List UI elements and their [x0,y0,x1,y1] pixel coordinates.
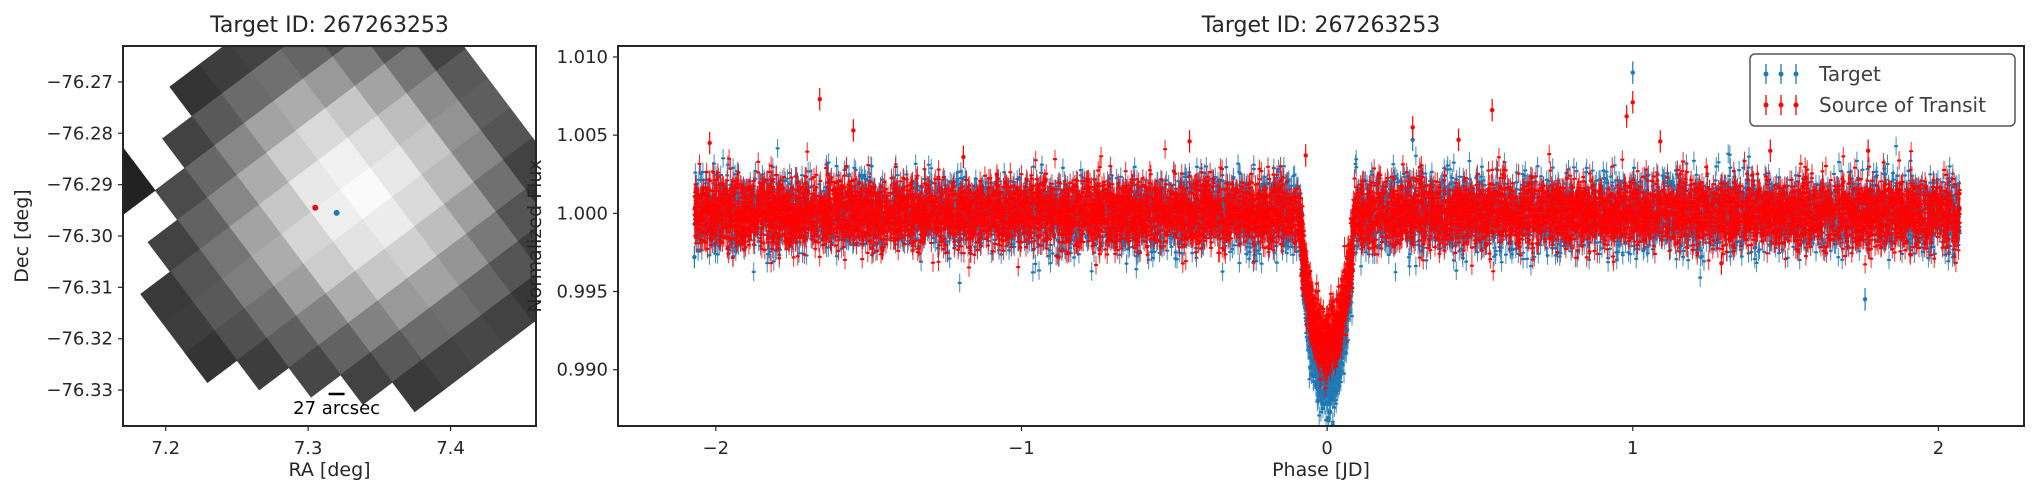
source-outlier-point [817,96,822,102]
right-x-axis-label: Phase [JD] [1272,459,1370,481]
y-tick-label: −76.30 [46,226,113,247]
y-tick-label: −76.32 [46,329,113,350]
y-tick-label: −76.29 [46,175,113,196]
y-tick-label: 1.010 [556,47,608,68]
source-outlier-point [1658,139,1663,144]
tpf-heatmap [123,46,622,413]
heatmap-pixel [392,359,445,413]
source-outlier-point [707,140,712,146]
star-marker [333,209,340,216]
legend-swatch-source [1763,95,1799,115]
source-outlier-point [1630,100,1635,105]
source-outlier-point [1456,137,1461,143]
left-y-ticks: −76.27 −76.28 −76.29 −76.30 −76.31 −76.32 −76.… [46,72,123,401]
star-marker [312,204,319,211]
left-x-ticks: 7.2 7.3 7.4 [151,426,465,459]
scale-bar: 27 arcsec [293,392,380,419]
target-outlier-point [1630,70,1635,75]
right-axes-frame [617,45,2025,427]
heatmap-pixel [340,352,393,405]
legend: Target Source of Transit [1749,53,2016,127]
target-outlier-point [692,254,697,260]
right-x-ticks: −2 −1 0 1 2 [703,426,1944,459]
pixel-grid [123,46,622,413]
x-tick-label: 1 [1627,438,1638,459]
left-panel: Target ID: 267263253 27 arcsec 7.2 7.3 7.4… [11,13,622,481]
right-y-axis-label: Normalized Flux [524,159,546,312]
y-tick-label: −76.28 [46,123,113,144]
target-outlier-point [1862,297,1868,302]
target-outlier-point [1410,137,1415,143]
source-outlier-point [1410,125,1415,130]
left-x-axis-label: RA [deg] [288,459,370,481]
source-points [692,148,1962,390]
source-outlier-point [1768,148,1773,153]
legend-label-target: Target [1818,62,1881,86]
x-tick-label: 7.2 [151,438,180,459]
heatmap-pixel [236,337,290,391]
source-outlier-point [1624,114,1629,119]
heatmap-pixel [288,345,342,398]
heatmap-pixel [184,330,238,384]
scale-bar-label: 27 arcsec [293,398,380,419]
y-tick-label: −76.33 [46,380,113,401]
x-tick-label: 7.3 [294,438,323,459]
source-outlier-point [1187,139,1192,144]
source-outlier-point [1719,261,1724,266]
right-panel: Target ID: 267263253 −2 −1 0 1 2 0.990 0.995 1… [524,13,2025,481]
heatmap-pixel [123,160,156,214]
y-tick-label: 0.990 [556,360,608,381]
legend-swatch-target [1763,64,1799,84]
right-y-ticks: 0.990 0.995 1.000 1.005 1.010 [556,47,618,381]
heatmap-pixel [569,226,622,279]
source-outlier-point [851,128,856,133]
x-tick-label: 2 [1933,438,1944,459]
y-tick-label: 0.995 [556,282,608,303]
source-outlier-point [1489,107,1495,113]
x-tick-label: 0 [1321,438,1332,459]
x-tick-label: 7.4 [436,438,465,459]
source-outlier-point [1865,148,1871,153]
legend-box [1749,53,2016,127]
right-chart-title: Target ID: 267263253 [1201,13,1441,38]
left-chart-title: Target ID: 267263253 [209,13,449,38]
source-outlier-point [961,154,966,160]
source-outlier-point [1303,153,1308,158]
legend-label-source-of-transit: Source of Transit [1819,93,1986,117]
left-markers [312,204,340,216]
y-tick-label: −76.31 [46,277,113,298]
y-tick-label: 1.005 [556,125,608,146]
series-source-of-transit [692,87,1962,398]
left-y-axis-label: Dec [deg] [11,189,33,282]
y-tick-label: −76.27 [46,72,113,93]
x-tick-label: −2 [703,438,730,459]
y-tick-label: 1.000 [556,203,608,224]
x-tick-label: −1 [1008,438,1035,459]
